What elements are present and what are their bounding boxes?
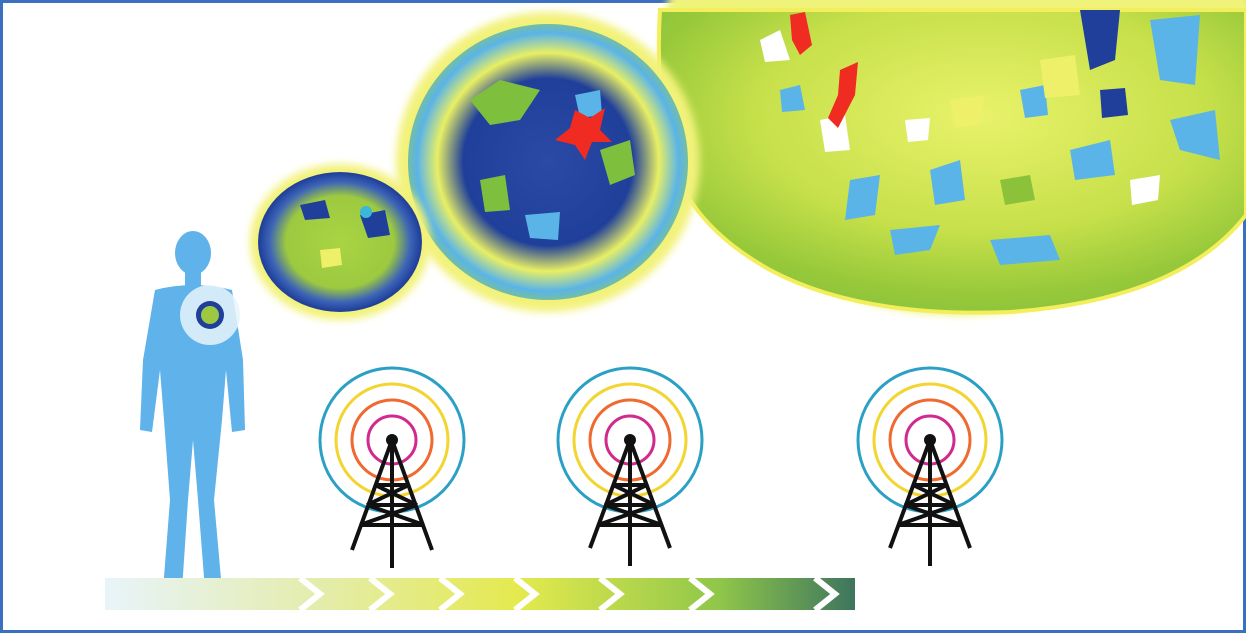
human-figure bbox=[140, 231, 245, 590]
tower-1 bbox=[318, 366, 466, 568]
cell-small bbox=[250, 164, 430, 320]
progress-arrow bbox=[105, 575, 855, 613]
cell-medium bbox=[396, 12, 700, 312]
tower-2 bbox=[556, 366, 704, 566]
cell-large bbox=[656, 0, 1246, 315]
tower-3 bbox=[856, 366, 1004, 566]
